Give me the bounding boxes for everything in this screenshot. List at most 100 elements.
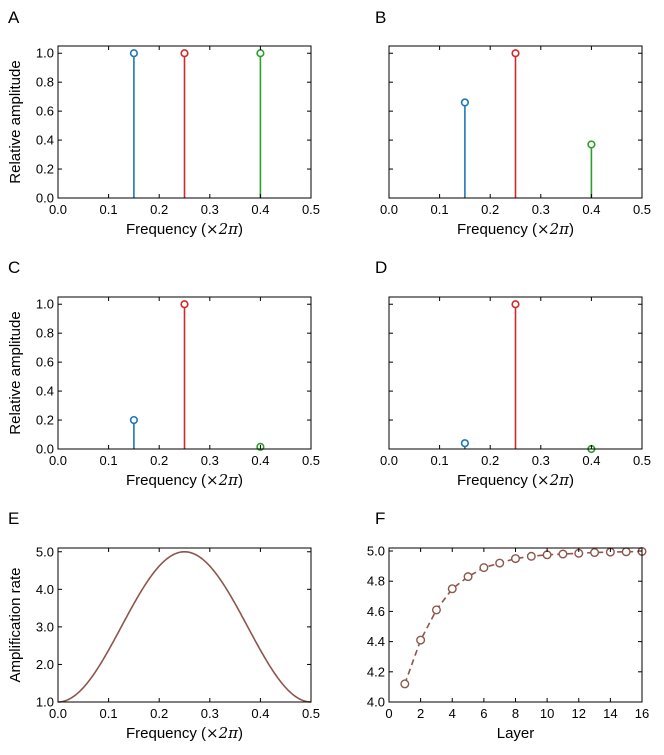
x-tick-label: 0.2 <box>150 202 168 217</box>
x-tick-label: 0.2 <box>150 453 168 468</box>
axes-frame <box>57 547 312 703</box>
stem-marker-blue <box>460 98 470 107</box>
layer-point <box>511 554 521 564</box>
x-tick-label: 0 <box>385 706 392 721</box>
x-tick-label: 0.2 <box>150 706 168 721</box>
x-tick-label: 0.3 <box>201 453 219 468</box>
x-tick-label: 0.3 <box>201 706 219 721</box>
y-tick-label: 0.0 <box>36 442 54 457</box>
x-axis-label: Frequency (×2π) <box>457 220 574 238</box>
panel-letter: B <box>375 8 386 27</box>
x-tick-label: 0.4 <box>251 453 269 468</box>
axes-frame <box>388 547 643 703</box>
layer-point <box>463 572 473 582</box>
layer-point <box>526 551 536 561</box>
stem-marker-red <box>511 49 520 58</box>
axes-frame <box>57 45 312 199</box>
panel-letter: C <box>8 258 20 277</box>
y-tick-label: 4.8 <box>367 574 385 589</box>
x-tick-label: 0.1 <box>100 202 118 217</box>
stem-marker-blue <box>129 49 138 58</box>
x-tick-label: 0.1 <box>431 202 449 217</box>
y-tick-label: 0.4 <box>36 133 54 148</box>
x-tick-label: 0.0 <box>49 202 67 217</box>
x-tick-label: 8 <box>512 706 519 721</box>
layer-point <box>542 550 552 560</box>
y-tick-label: 0.6 <box>36 104 54 119</box>
x-tick-label: 0.3 <box>201 202 219 217</box>
x-tick-label: 0.5 <box>633 453 651 468</box>
y-axis-label: Relative amplitude <box>7 60 24 183</box>
panel-e: E 0.0 0.1 0.2 0.3 0.4 0.5 1.0 2.0 3.0 4.0 5.0 Freque… <box>7 509 320 742</box>
layer-point <box>416 635 426 645</box>
x-tick-label: 4 <box>449 706 456 721</box>
layer-point <box>495 558 505 568</box>
x-tick-label: 0.4 <box>582 202 600 217</box>
y-tick-label: 2.0 <box>36 657 54 672</box>
y-tick-label: 4.4 <box>367 634 385 649</box>
x-tick-label: 0.5 <box>633 202 651 217</box>
x-tick-label: 0.1 <box>431 453 449 468</box>
y-tick-label: 0.4 <box>36 384 54 399</box>
panel-letter: E <box>8 509 19 528</box>
x-tick-label: 6 <box>480 706 487 721</box>
stem-marker-green <box>587 140 596 149</box>
panel-b: B 0.0 0.1 0.2 0.3 0.4 0.5 Frequency (×2π) <box>375 8 651 238</box>
layer-curve <box>404 550 643 685</box>
x-axis-label: Layer <box>497 725 535 742</box>
x-tick-label: 12 <box>572 706 586 721</box>
x-tick-label: 0.0 <box>380 202 398 217</box>
layer-point <box>400 679 410 689</box>
x-tick-label: 0.2 <box>481 202 499 217</box>
x-tick-label: 0.4 <box>251 202 269 217</box>
stem-marker-green <box>256 49 265 58</box>
layer-point <box>447 584 457 594</box>
layer-point <box>558 549 568 559</box>
x-tick-label: 14 <box>603 706 617 721</box>
x-tick-label: 10 <box>540 706 554 721</box>
axes-frame <box>57 296 312 450</box>
y-tick-label: 4.6 <box>367 604 385 619</box>
stem-marker-blue <box>129 415 138 425</box>
x-tick-label: 0.0 <box>49 706 67 721</box>
x-tick-label: 0.3 <box>532 453 550 468</box>
layer-point <box>590 548 600 558</box>
x-tick-label: 0.5 <box>302 453 320 468</box>
stem-marker-blue <box>460 439 470 448</box>
y-tick-label: 4.0 <box>36 582 54 597</box>
x-tick-label: 0.1 <box>100 453 118 468</box>
x-tick-label: 0.5 <box>302 202 320 217</box>
y-tick-label: 5.0 <box>36 544 54 559</box>
y-axis-label: Amplification rate <box>7 567 24 682</box>
x-tick-label: 0.4 <box>251 706 269 721</box>
stem-marker-red <box>511 300 520 309</box>
panel-a: A 0.0 0.1 0.2 0.3 0.4 0.5 0.0 0.2 0.4 0.6 0.8 1.0 Fre… <box>7 8 320 238</box>
panel-f: F 0 2 4 6 8 10 12 14 16 4.0 4.2 4.4 4.6 4.8 5.0 Layer <box>367 509 649 742</box>
layer-point <box>621 547 631 557</box>
x-tick-label: 0.5 <box>302 706 320 721</box>
axes-frame <box>388 296 643 450</box>
layer-point <box>479 563 489 573</box>
y-tick-label: 5.0 <box>367 544 385 559</box>
x-tick-label: 16 <box>635 706 649 721</box>
x-axis-label: Frequency (×2π) <box>126 724 243 742</box>
y-tick-label: 1.0 <box>36 46 54 61</box>
panel-c: C 0.0 0.1 0.2 0.3 0.4 0.5 0.0 0.2 0.4 0.6 0.8 1.0 Fre… <box>7 258 320 489</box>
y-tick-label: 0.0 <box>36 191 54 206</box>
x-tick-label: 0.2 <box>481 453 499 468</box>
y-tick-label: 0.2 <box>36 413 54 428</box>
y-tick-label: 4.2 <box>367 664 385 679</box>
y-axis-label: Relative amplitude <box>7 311 24 434</box>
x-tick-label: 0.1 <box>100 706 118 721</box>
x-tick-label: 0.0 <box>49 453 67 468</box>
y-tick-label: 0.2 <box>36 162 54 177</box>
stem-marker-red <box>180 300 189 309</box>
panel-letter: D <box>375 258 387 277</box>
x-tick-label: 0.3 <box>532 202 550 217</box>
axes-frame <box>388 45 643 199</box>
x-axis-label: Frequency (×2π) <box>126 471 243 489</box>
x-tick-label: 0.4 <box>582 453 600 468</box>
x-axis-label: Frequency (×2π) <box>457 471 574 489</box>
y-tick-label: 0.6 <box>36 355 54 370</box>
panel-letter: F <box>375 509 385 528</box>
